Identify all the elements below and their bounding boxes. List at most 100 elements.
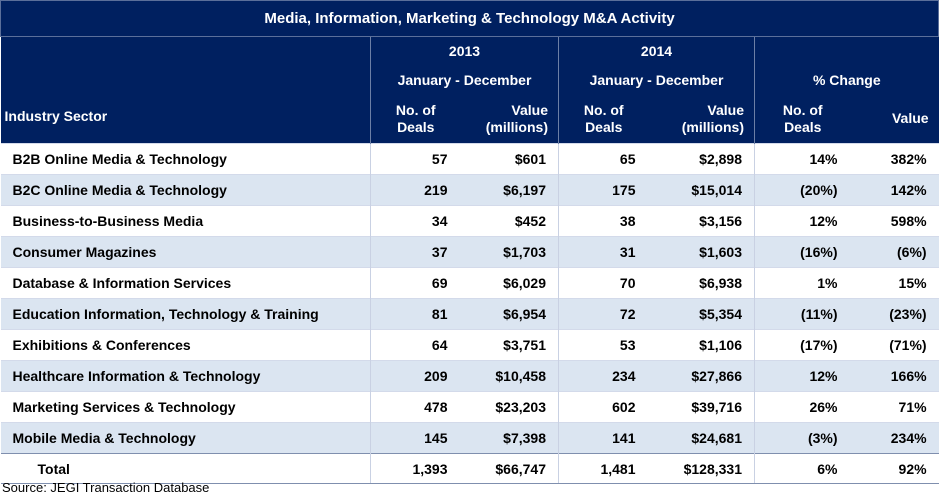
pct-change-value: (71%) bbox=[850, 329, 939, 361]
value-2013: $6,029 bbox=[460, 267, 559, 299]
deals-2013-header-line2: Deals bbox=[397, 118, 435, 135]
table-row: Exhibitions & Conferences 64 $3,751 53 $… bbox=[0, 329, 939, 361]
pct-change-header: % Change bbox=[753, 65, 939, 95]
sector-name: Database & Information Services bbox=[0, 267, 371, 299]
pct-change-value: (23%) bbox=[850, 298, 939, 330]
sector-name: Healthcare Information & Technology bbox=[0, 360, 371, 392]
pct-change-deals: 12% bbox=[754, 360, 851, 392]
period-2014-header: January - December bbox=[558, 65, 755, 95]
period-2013-header: January - December bbox=[370, 65, 559, 95]
sector-name: Business-to-Business Media bbox=[0, 205, 371, 237]
value-2014: $1,603 bbox=[648, 236, 755, 268]
value-2013: $6,954 bbox=[460, 298, 559, 330]
sector-name: Education Information, Technology & Trai… bbox=[0, 298, 371, 330]
deals-2013-header: No. of Deals bbox=[370, 94, 461, 144]
industry-sector-label: Industry Sector bbox=[4, 108, 108, 124]
deals-2013: 64 bbox=[370, 329, 461, 361]
deals-2014-header-line1: No. of bbox=[583, 101, 624, 118]
deals-2014-header-line2: Deals bbox=[585, 118, 623, 135]
pct-change-deals: (3%) bbox=[754, 422, 851, 454]
value-2014-header-line2: (millions) bbox=[681, 118, 744, 135]
value-2014-header: Value (millions) bbox=[648, 94, 755, 144]
pct-change-deals: 12% bbox=[754, 205, 851, 237]
value-2014: $15,014 bbox=[648, 174, 755, 206]
pct-value-header: Value bbox=[850, 94, 939, 144]
table-row: Consumer Magazines 37 $1,703 31 $1,603 (… bbox=[0, 236, 939, 268]
deals-2013: 145 bbox=[370, 422, 461, 454]
sector-name: B2B Online Media & Technology bbox=[0, 143, 371, 175]
pct-deals-header-line2: Deals bbox=[784, 118, 822, 135]
value-2014: $27,866 bbox=[648, 360, 755, 392]
total-deals-2014: 1,481 bbox=[558, 453, 649, 484]
total-row: Total 1,393 $66,747 1,481 $128,331 6% 92… bbox=[0, 453, 939, 484]
pct-change-value: 382% bbox=[850, 143, 939, 175]
value-2014: $39,716 bbox=[648, 391, 755, 423]
pct-change-value: 166% bbox=[850, 360, 939, 392]
deals-2013: 34 bbox=[370, 205, 461, 237]
pct-change-value: 142% bbox=[850, 174, 939, 206]
value-2013-header-line2: (millions) bbox=[485, 118, 548, 135]
deals-2014: 70 bbox=[558, 267, 649, 299]
deals-2014: 234 bbox=[558, 360, 649, 392]
pct-change-value: (6%) bbox=[850, 236, 939, 268]
value-2014-header-line1: Value bbox=[707, 101, 744, 118]
deals-2014: 602 bbox=[558, 391, 649, 423]
deals-2014: 53 bbox=[558, 329, 649, 361]
pct-change-value: 598% bbox=[850, 205, 939, 237]
value-2014: $6,938 bbox=[648, 267, 755, 299]
deals-2014: 38 bbox=[558, 205, 649, 237]
deals-2014: 65 bbox=[558, 143, 649, 175]
value-2013-header-line1: Value bbox=[511, 101, 548, 118]
value-2013: $10,458 bbox=[460, 360, 559, 392]
pct-change-deals: 1% bbox=[754, 267, 851, 299]
deals-2014-header: No. of Deals bbox=[558, 94, 649, 144]
total-value-2013: $66,747 bbox=[460, 453, 559, 484]
value-2013: $6,197 bbox=[460, 174, 559, 206]
value-2014: $5,354 bbox=[648, 298, 755, 330]
deals-2013: 209 bbox=[370, 360, 461, 392]
total-deals-2013: 1,393 bbox=[370, 453, 461, 484]
deals-2013: 57 bbox=[370, 143, 461, 175]
pct-change-blank bbox=[753, 36, 939, 66]
total-pct-value: 92% bbox=[850, 453, 939, 484]
value-2013: $452 bbox=[460, 205, 559, 237]
deals-2014: 72 bbox=[558, 298, 649, 330]
table-row: Marketing Services & Technology 478 $23,… bbox=[0, 391, 939, 423]
table-row: Mobile Media & Technology 145 $7,398 141… bbox=[0, 422, 939, 454]
sector-name: B2C Online Media & Technology bbox=[0, 174, 371, 206]
pct-change-deals: 14% bbox=[754, 143, 851, 175]
deals-2013: 69 bbox=[370, 267, 461, 299]
pct-change-deals: (11%) bbox=[754, 298, 851, 330]
value-2013: $7,398 bbox=[460, 422, 559, 454]
column-header-row: No. of Deals Value (millions) No. of Dea… bbox=[1, 94, 939, 144]
deals-2013: 478 bbox=[370, 391, 461, 423]
pct-change-value: 71% bbox=[850, 391, 939, 423]
deals-2013: 81 bbox=[370, 298, 461, 330]
table-row: B2B Online Media & Technology 57 $601 65… bbox=[0, 143, 939, 175]
value-2013: $23,203 bbox=[460, 391, 559, 423]
sector-name: Exhibitions & Conferences bbox=[0, 329, 371, 361]
total-label: Total bbox=[0, 453, 371, 484]
table-row: Education Information, Technology & Trai… bbox=[0, 298, 939, 330]
value-2013: $3,751 bbox=[460, 329, 559, 361]
year-header-row: Industry Sector 2013 2014 bbox=[0, 36, 939, 144]
ma-activity-table: Media, Information, Marketing & Technolo… bbox=[0, 0, 940, 484]
pct-change-deals: (17%) bbox=[754, 329, 851, 361]
table-row: B2C Online Media & Technology 219 $6,197… bbox=[0, 174, 939, 206]
deals-2014: 175 bbox=[558, 174, 649, 206]
value-2014: $2,898 bbox=[648, 143, 755, 175]
deals-2013-header-line1: No. of bbox=[395, 101, 436, 118]
sector-name: Mobile Media & Technology bbox=[0, 422, 371, 454]
value-2013: $601 bbox=[460, 143, 559, 175]
industry-sector-header: Industry Sector bbox=[0, 36, 371, 144]
pct-change-value: 15% bbox=[850, 267, 939, 299]
total-value-2014: $128,331 bbox=[648, 453, 755, 484]
value-2014: $1,106 bbox=[648, 329, 755, 361]
sector-name: Marketing Services & Technology bbox=[0, 391, 371, 423]
table-row: Database & Information Services 69 $6,02… bbox=[0, 267, 939, 299]
table-row: Healthcare Information & Technology 209 … bbox=[0, 360, 939, 392]
year-2014-header: 2014 bbox=[558, 36, 755, 66]
pct-change-deals: (16%) bbox=[754, 236, 851, 268]
value-2013-header: Value (millions) bbox=[460, 94, 559, 144]
